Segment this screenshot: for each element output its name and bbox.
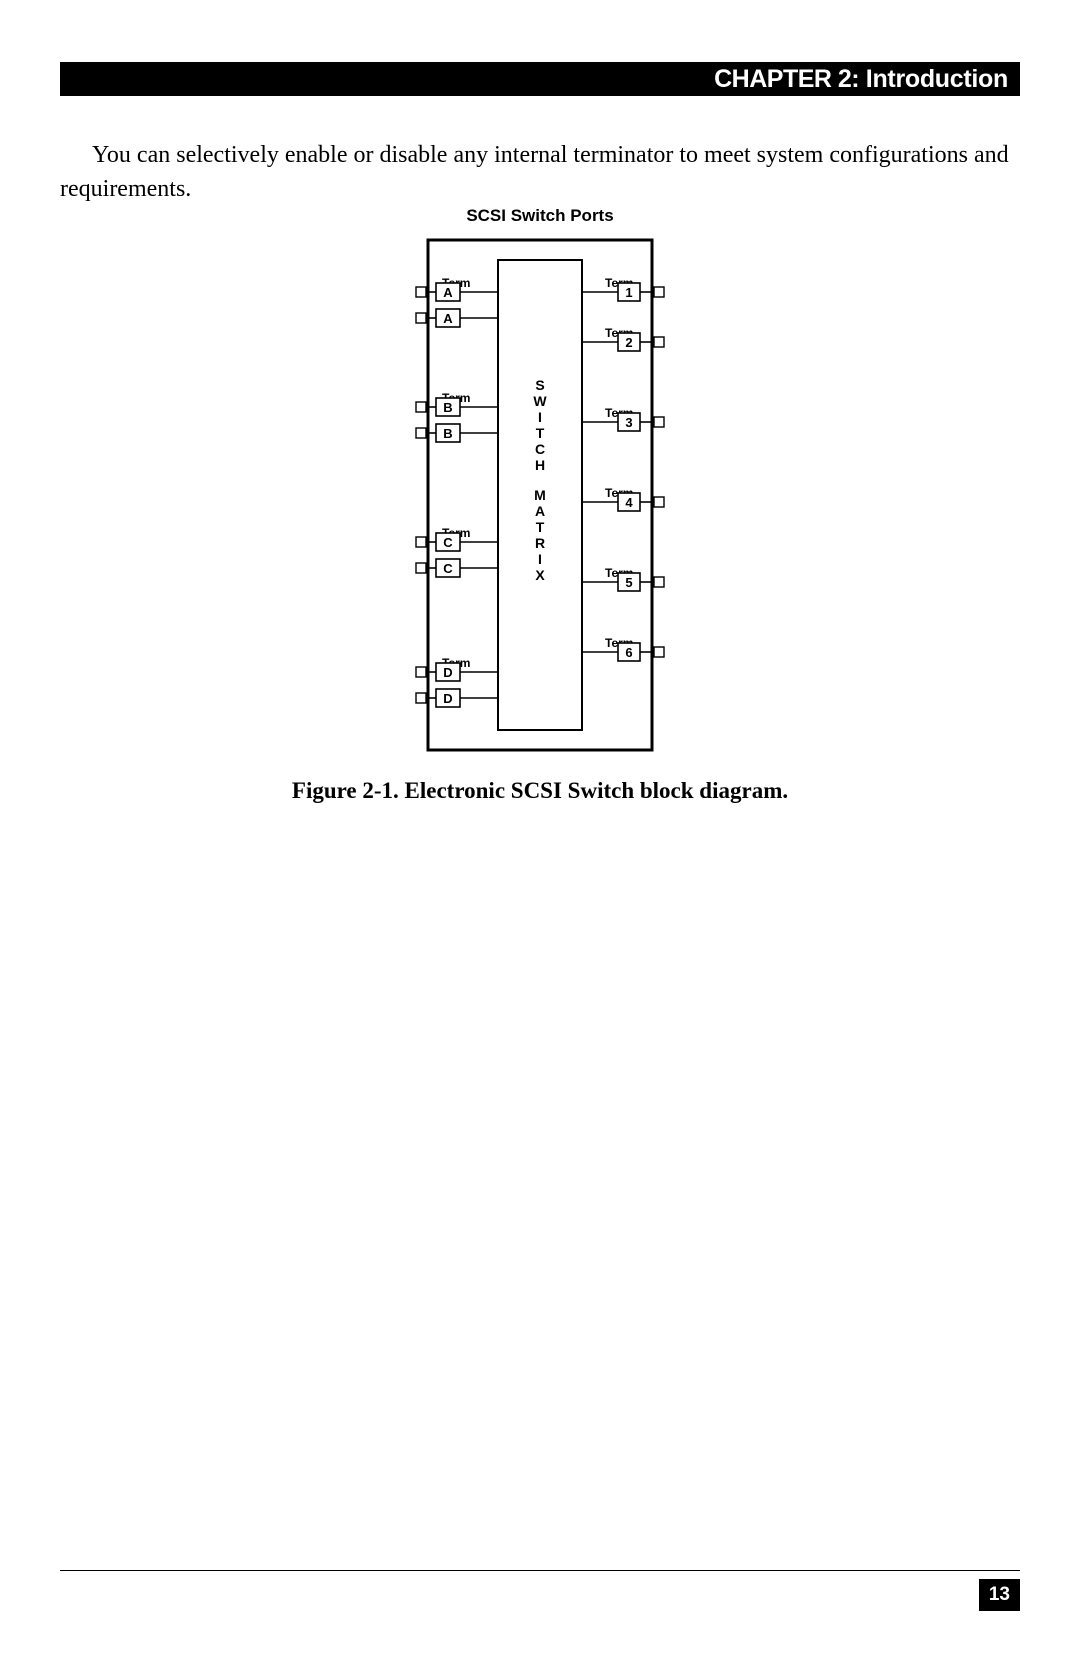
svg-text:C: C [535,441,545,457]
svg-text:M: M [534,487,546,503]
body-paragraph: You can selectively enable or disable an… [60,138,1020,206]
svg-text:A: A [535,503,545,519]
body-paragraph-text: You can selectively enable or disable an… [60,142,1009,202]
svg-text:T: T [536,425,545,441]
svg-text:D: D [443,691,452,706]
svg-text:B: B [443,426,452,441]
svg-text:6: 6 [625,645,632,660]
chapter-title: Introduction [866,65,1008,94]
svg-text:R: R [535,535,545,551]
svg-text:T: T [536,519,545,535]
svg-text:D: D [443,665,452,680]
svg-text:A: A [443,311,453,326]
svg-text:X: X [535,567,545,583]
diagram-container: SCSI Switch Ports SWITCHMATRIX TermAATer… [0,206,1080,760]
chapter-header: CHAPTER 2: Introduction [60,62,1020,96]
svg-text:A: A [443,285,453,300]
svg-text:C: C [443,535,453,550]
svg-text:2: 2 [625,335,632,350]
block-diagram: SWITCHMATRIX TermAATermBBTermCCTermDD Te… [410,230,670,760]
svg-text:4: 4 [625,495,633,510]
svg-text:B: B [443,400,452,415]
svg-text:W: W [533,393,547,409]
svg-text:5: 5 [625,575,632,590]
svg-text:I: I [538,409,542,425]
svg-text:C: C [443,561,453,576]
svg-text:I: I [538,551,542,567]
figure-caption: Figure 2-1. Electronic SCSI Switch block… [0,778,1080,804]
chapter-number: CHAPTER 2: [714,65,859,94]
diagram-title: SCSI Switch Ports [0,206,1080,226]
svg-text:H: H [535,457,545,473]
svg-text:S: S [535,377,544,393]
footer-rule [60,1570,1020,1571]
svg-text:3: 3 [625,415,632,430]
svg-text:1: 1 [625,285,632,300]
page-number: 13 [979,1579,1020,1611]
